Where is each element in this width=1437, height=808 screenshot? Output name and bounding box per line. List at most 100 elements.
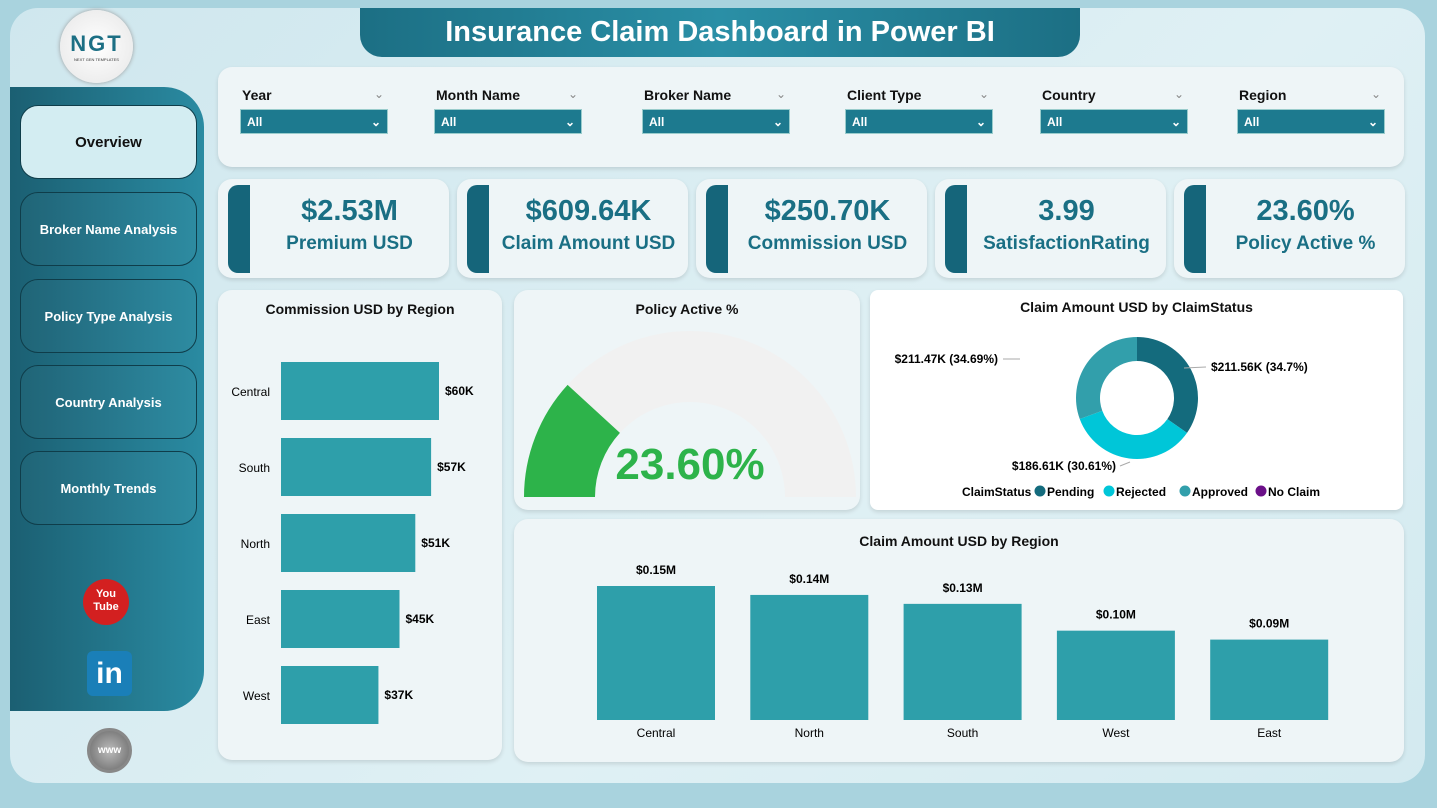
nav-policy-type-analysis[interactable]: Policy Type Analysis (20, 279, 197, 353)
filter-label: Country (1042, 87, 1096, 103)
filter-dropdown[interactable]: All ⌄ (434, 109, 582, 134)
kpi-value: $250.70K (764, 195, 891, 227)
data-label: $0.15M (636, 563, 676, 577)
bar (750, 594, 869, 720)
kpi-accent (1184, 185, 1206, 273)
data-label: $37K (384, 688, 413, 702)
policy-active-gauge: Policy Active % 23.60% (514, 290, 860, 510)
legend-item: Pending (1047, 485, 1094, 499)
donut-slice-rejected (1079, 410, 1188, 459)
filter-dropdown[interactable]: All ⌄ (642, 109, 790, 134)
kpi-label: Policy Active % (1235, 233, 1376, 254)
youtube-icon[interactable]: You Tube (83, 579, 129, 625)
legend-item: Approved (1192, 485, 1248, 499)
legend-marker (1255, 485, 1267, 497)
data-label: $211.47K (34.69%) (895, 352, 998, 366)
chevron-down-icon: ⌄ (564, 114, 575, 129)
category-label: East (1257, 726, 1282, 740)
kpi-value: 23.60% (1256, 195, 1355, 227)
kpi-value: 3.99 (1038, 195, 1095, 227)
filter-region: Region ⌄ All ⌄ (1237, 87, 1385, 134)
legend-marker (1179, 485, 1191, 497)
dropdown-value: All (441, 114, 457, 129)
chevron-down-icon: ⌄ (1367, 114, 1378, 129)
bar (281, 514, 416, 572)
chevron-down-icon[interactable]: ⌄ (775, 87, 786, 101)
category-label: East (246, 613, 271, 627)
kpi-accent (945, 185, 967, 273)
filter-month-name: Month Name ⌄ All ⌄ (434, 87, 582, 134)
category-label: North (241, 537, 270, 551)
category-label: Central (637, 726, 676, 740)
filter-country: Country ⌄ All ⌄ (1040, 87, 1188, 134)
chart-title: Claim Amount USD by Region (859, 533, 1059, 549)
kpi-value: $2.53M (301, 195, 398, 227)
dropdown-value: All (247, 114, 263, 129)
nav-monthly-trends[interactable]: Monthly Trends (20, 451, 197, 525)
filter-year: Year ⌄ All ⌄ (240, 87, 388, 134)
legend-title: ClaimStatus (962, 485, 1032, 499)
kpi-card: $609.64K Claim Amount USD (457, 179, 688, 278)
donut-slice-approved (1076, 337, 1137, 420)
filter-label: Client Type (847, 87, 922, 103)
filter-dropdown[interactable]: All ⌄ (1237, 109, 1385, 134)
data-label: $0.13M (943, 581, 983, 595)
chevron-down-icon: ⌄ (1170, 114, 1181, 129)
globe-icon[interactable]: www (87, 728, 132, 773)
data-label: $45K (406, 612, 435, 626)
gauge-fill (524, 384, 620, 497)
linkedin-icon[interactable]: in (87, 651, 132, 696)
kpi-label: Commission USD (747, 233, 908, 254)
category-label: South (947, 726, 978, 740)
nav-country-analysis[interactable]: Country Analysis (20, 365, 197, 439)
chevron-down-icon[interactable]: ⌄ (373, 87, 384, 101)
filter-dropdown[interactable]: All ⌄ (240, 109, 388, 134)
chevron-down-icon[interactable]: ⌄ (1370, 87, 1381, 101)
data-label: $60K (445, 384, 474, 398)
leader-line (1183, 366, 1207, 369)
filter-label: Month Name (436, 87, 520, 103)
filter-dropdown[interactable]: All ⌄ (1040, 109, 1188, 134)
kpi-accent (228, 185, 250, 273)
bar (281, 438, 432, 496)
bar (903, 603, 1022, 720)
chevron-down-icon: ⌄ (975, 114, 986, 129)
kpi-card: $250.70K Commission USD (696, 179, 927, 278)
chevron-down-icon: ⌄ (772, 114, 783, 129)
filter-broker-name: Broker Name ⌄ All ⌄ (642, 87, 790, 134)
legend-marker (1103, 485, 1115, 497)
chevron-down-icon[interactable]: ⌄ (978, 87, 989, 101)
dropdown-value: All (649, 114, 665, 129)
bar (1056, 630, 1175, 720)
filter-label: Region (1239, 87, 1287, 103)
data-label: $57K (437, 460, 466, 474)
chevron-down-icon[interactable]: ⌄ (1173, 87, 1184, 101)
dropdown-value: All (1244, 114, 1260, 129)
category-label: South (239, 461, 270, 475)
chart-title: Policy Active % (635, 301, 739, 317)
claim-by-status-donut: Claim Amount USD by ClaimStatus $211.56K… (870, 290, 1403, 510)
gauge-track (524, 331, 856, 497)
kpi-card: 23.60% Policy Active % (1174, 179, 1405, 278)
data-label: $51K (421, 536, 450, 550)
chart-title: Commission USD by Region (265, 301, 455, 317)
claim-by-region-chart: Claim Amount USD by Region $0.15M Central… (514, 519, 1404, 762)
kpi-card: 3.99 SatisfactionRating (935, 179, 1166, 278)
filter-label: Year (242, 87, 272, 103)
chevron-down-icon: ⌄ (370, 114, 381, 129)
filter-dropdown[interactable]: All ⌄ (845, 109, 993, 134)
kpi-label: Claim Amount USD (501, 233, 676, 254)
kpi-accent (467, 185, 489, 273)
bar (281, 362, 439, 420)
category-label: West (1102, 726, 1130, 740)
nav-broker-name-analysis[interactable]: Broker Name Analysis (20, 192, 197, 266)
chevron-down-icon[interactable]: ⌄ (567, 87, 578, 101)
data-label: $0.09M (1249, 617, 1289, 631)
data-label: $211.56K (34.7%) (1211, 360, 1308, 374)
bar (281, 666, 379, 724)
category-label: North (795, 726, 824, 740)
nav-overview[interactable]: Overview (20, 105, 197, 179)
donut-slice-pending (1137, 337, 1198, 433)
category-label: Central (231, 385, 270, 399)
commission-by-region-chart: Commission USD by Region Central $60K Sout… (218, 290, 502, 760)
